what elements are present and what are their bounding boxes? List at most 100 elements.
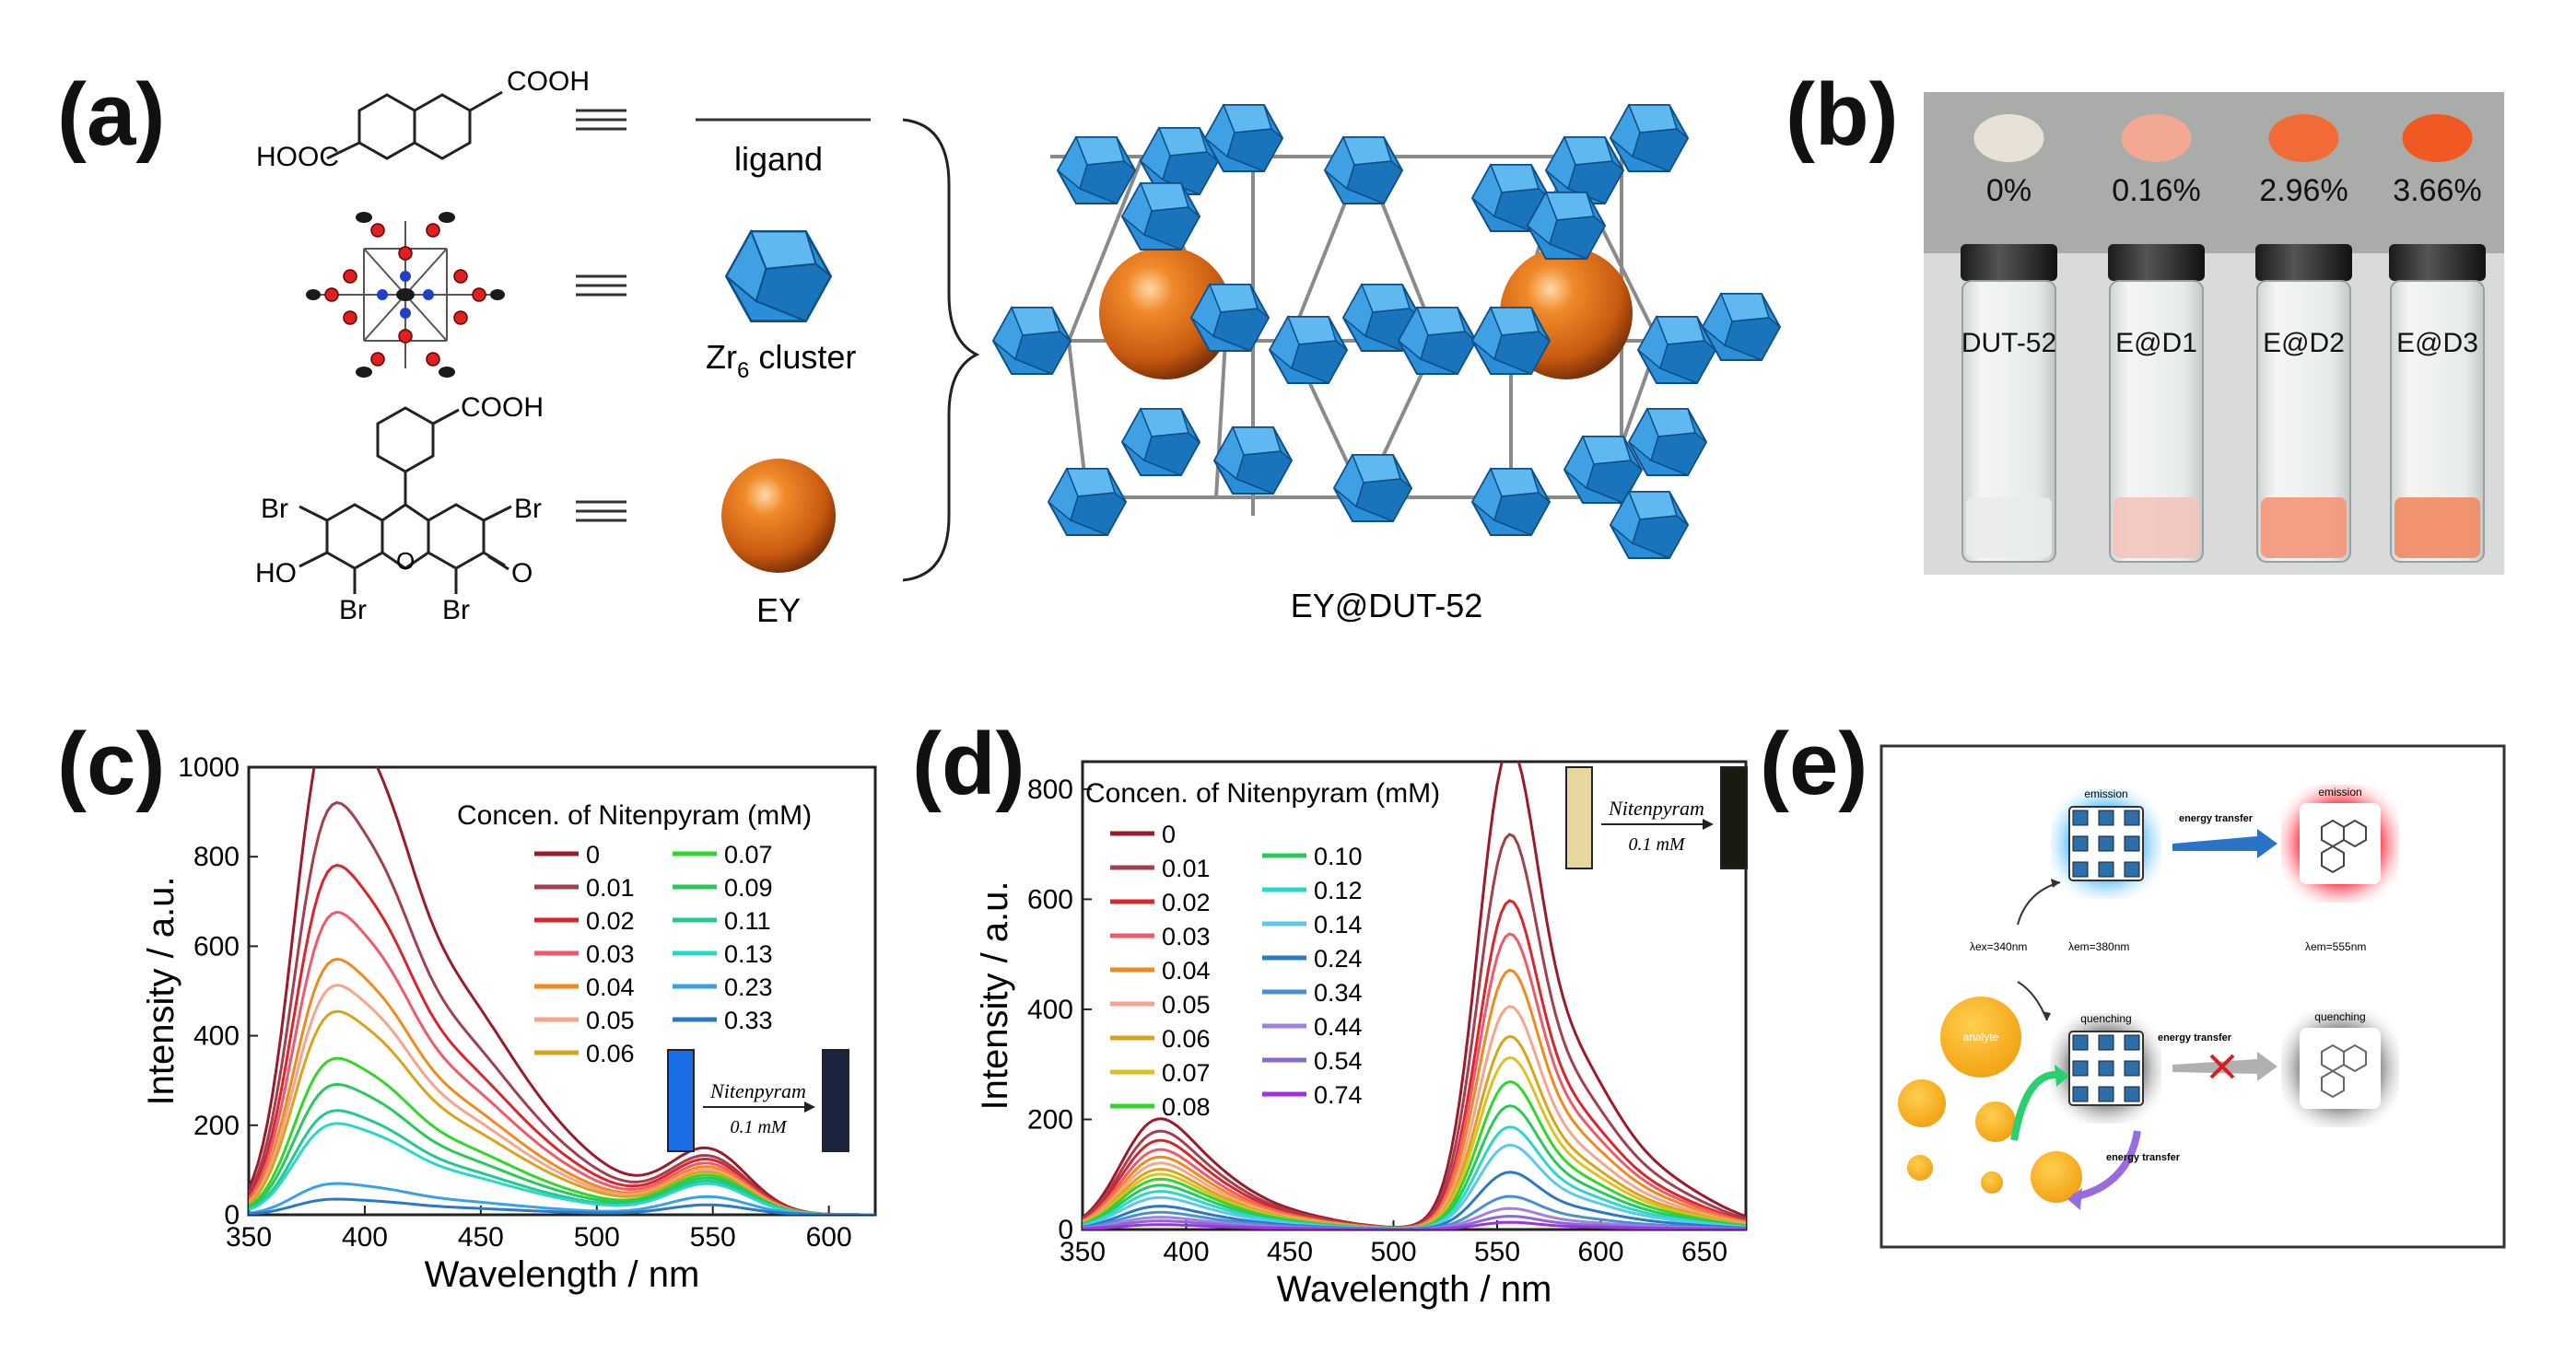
legend-label-0.05: 0.05 (1162, 991, 1211, 1019)
legend-label-0.03: 0.03 (1162, 923, 1211, 950)
framework-label: EY@DUT-52 (1291, 587, 1483, 624)
legend-label-0.44: 0.44 (1314, 1013, 1363, 1041)
legend-label-0.02: 0.02 (586, 907, 635, 935)
inset-conc: 0.1 mM (730, 1117, 787, 1137)
inset-reagent: Nitenpyram (1608, 797, 1704, 820)
cluster-label: Zr6 cluster (706, 338, 856, 383)
y-tick-label-0: 0 (224, 1200, 240, 1230)
lambda-ex: λex=340nm (1970, 940, 2027, 953)
legend-label-0.05: 0.05 (586, 1007, 635, 1034)
x-tick-label-400: 400 (342, 1222, 388, 1253)
panel-d-chart: 350 400 450 500 550 600 650 0 200 400 600 800 Wavele… (977, 760, 1748, 1310)
zr6-cluster-structure (306, 212, 505, 378)
legend-label-0.74: 0.74 (1314, 1081, 1363, 1109)
analyte-sphere-6 (2031, 1151, 2082, 1203)
ey-o-carbonyl: O (511, 558, 533, 589)
spectrum-line-0.23 (249, 1182, 875, 1215)
x-tick-label-350: 350 (1060, 1237, 1106, 1267)
legend-label-0: 0 (586, 841, 600, 868)
energy-transfer-label-3: energy transfer (2106, 1152, 2181, 1163)
curly-brace (902, 118, 980, 582)
legend-label-0.33: 0.33 (724, 1007, 773, 1034)
mof-quenched-icon (2068, 1031, 2144, 1106)
lambda-em-555: λem=555nm (2305, 940, 2366, 953)
panel-label-c: (c) (57, 715, 166, 813)
inset-vial-before (1565, 766, 1593, 869)
ey-br-3: Br (339, 595, 367, 625)
sample-label-3: E@D3 (2396, 328, 2478, 358)
vial-liquid-1 (2113, 497, 2199, 558)
powder-1 (2121, 114, 2192, 162)
x-axis-label: Wavelength / nm (425, 1254, 700, 1295)
legend-label-0.06: 0.06 (1162, 1025, 1211, 1053)
emission-label-1: emission (2084, 787, 2127, 800)
legend-label-0.10: 0.10 (1314, 843, 1363, 870)
legend-label-0.24: 0.24 (1314, 945, 1363, 973)
vial-liquid-2 (2261, 497, 2347, 558)
spectrum-line-0.13 (249, 1122, 875, 1215)
x-tick-label-600: 600 (806, 1222, 852, 1253)
x-tick-label-650: 650 (1681, 1237, 1727, 1267)
analyte-label: analyte (1963, 1031, 1999, 1043)
legend-label-0.02: 0.02 (1162, 889, 1211, 916)
framework-structure (992, 104, 1781, 559)
quenching-label-1: quenching (2080, 1012, 2131, 1025)
equiv-sign-2 (576, 274, 626, 297)
ey-br-1: Br (261, 494, 288, 524)
inset-arrow-head (804, 1101, 815, 1113)
ey-o-ring: O (396, 547, 415, 575)
ey-br-2: Br (514, 494, 542, 524)
zr6-cluster-icon (724, 230, 833, 322)
legend-label-0.07: 0.07 (724, 841, 773, 868)
panel-b-photo: 0% DUT-52 0.16% E@D1 2.96% E@D2 3.66% E@D3 (1924, 92, 2504, 575)
x-tick-label-500: 500 (1370, 1237, 1416, 1267)
y-tick-label-800: 800 (193, 842, 240, 872)
x-tick-label-500: 500 (574, 1222, 620, 1253)
vial-body-0 (1961, 280, 2056, 563)
analyte-sphere-5 (1981, 1171, 2003, 1194)
x-tick-label-550: 550 (1474, 1237, 1520, 1267)
panel-a-schematic: COOH HOOC ligand (255, 66, 1781, 629)
blocked-cross-icon (2209, 1054, 2235, 1079)
vial-body-2 (2256, 280, 2351, 563)
inset-vials: Nitenpyram 0.1 mM (667, 1049, 849, 1152)
panel-label-d: (d) (912, 715, 1025, 813)
spectrum-line-0.74 (1083, 1220, 1746, 1230)
legend-title: Concen. of Nitenpyram (mM) (457, 800, 812, 831)
legend-label-0.09: 0.09 (724, 874, 773, 902)
vial-cap-3 (2389, 244, 2486, 281)
legend-label-0.23: 0.23 (724, 973, 773, 1001)
y-tick-label-800: 800 (1027, 775, 1073, 805)
emission-label-2: emission (2318, 786, 2361, 798)
x-tick-label-600: 600 (1577, 1237, 1623, 1267)
ey-br-4: Br (442, 595, 470, 625)
energy-transfer-label-1: energy transfer (2179, 813, 2254, 824)
legend-label-0.12: 0.12 (1314, 877, 1363, 904)
y-axis-label: Intensity / a.u. (977, 880, 1015, 1110)
analyte-sphere-2 (1898, 1079, 1946, 1127)
mof-emission-icon (2068, 806, 2144, 881)
vial-body-3 (2390, 280, 2485, 563)
dye-structure-icon-1 (2321, 819, 2367, 874)
purple-transfer-arrow (2072, 1130, 2141, 1201)
legend-label-0.34: 0.34 (1314, 979, 1363, 1007)
y-tick-label-1000: 1000 (178, 752, 240, 783)
analyte-sphere-large (1940, 997, 2021, 1078)
energy-transfer-arrow-1 (2172, 829, 2277, 858)
ey-ho: HO (255, 558, 297, 589)
legend-label-0.07: 0.07 (1162, 1059, 1211, 1087)
spectra-group (1083, 762, 1746, 1230)
powder-2 (2268, 114, 2339, 162)
powder-0 (1973, 114, 2044, 162)
spectrum-line-0 (249, 767, 875, 1215)
vial-cap-2 (2255, 244, 2352, 281)
spectrum-line-0 (1083, 762, 1746, 1230)
legend-label-0.01: 0.01 (1162, 855, 1211, 882)
ligand-cooh: COOH (507, 66, 590, 97)
y-tick-label-200: 200 (193, 1111, 240, 1141)
legend-label-0.13: 0.13 (724, 940, 773, 968)
panel-label-b: (b) (1786, 65, 1899, 164)
legend-label-0.14: 0.14 (1314, 911, 1363, 938)
inset-reagent: Nitenpyram (709, 1079, 806, 1102)
y-tick-label-400: 400 (1027, 995, 1073, 1025)
